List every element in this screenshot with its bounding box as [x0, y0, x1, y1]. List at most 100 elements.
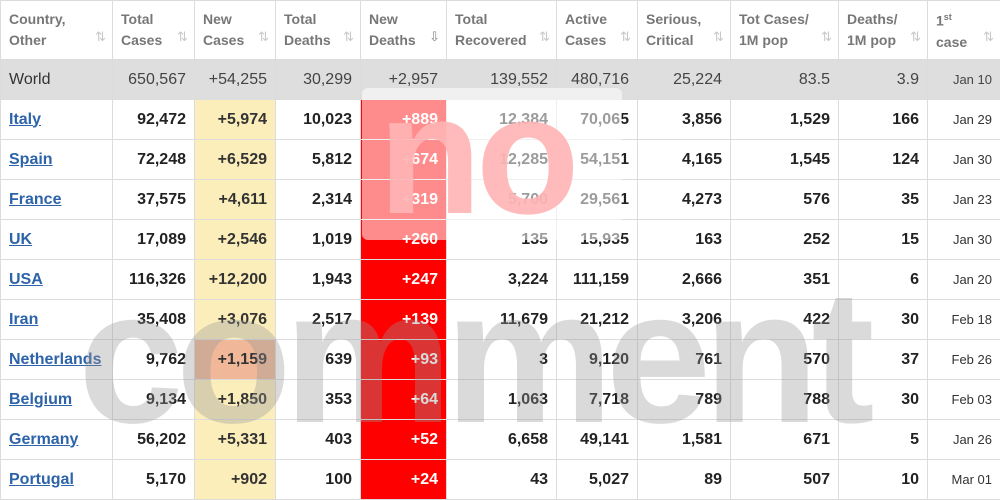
- country-link[interactable]: Portugal: [9, 470, 74, 488]
- cell-total-cases: 37,575: [112, 179, 195, 220]
- cell-country: Italy: [0, 99, 113, 140]
- country-link[interactable]: Netherlands: [9, 350, 102, 368]
- cell-tot-cases-1m: 422: [730, 299, 839, 340]
- column-header[interactable]: Country, Other ⇅: [0, 0, 113, 60]
- cell-deaths-1m: 124: [838, 139, 928, 180]
- sort-icon[interactable]: ⇅: [95, 29, 106, 44]
- cell-total-cases: 17,089: [112, 219, 195, 260]
- cell-deaths-1m: 15: [838, 219, 928, 260]
- cell-active-cases: 111,159: [556, 259, 638, 300]
- column-header-label: 1: [936, 12, 944, 29]
- cell-total-deaths: 1,943: [275, 259, 361, 300]
- column-header[interactable]: Total Deaths ⇅: [275, 0, 361, 60]
- table-row: France 37,575 +4,611 2,314 +319 5,700 29,561 4,…: [0, 179, 1000, 220]
- cell-first-case: Feb 03: [927, 379, 1000, 420]
- cell-total-recovered: 12,285: [446, 139, 557, 180]
- cell-tot-cases-1m: 671: [730, 419, 839, 460]
- cell-country: Spain: [0, 139, 113, 180]
- cell-total-cases: 92,472: [112, 99, 195, 140]
- country-link[interactable]: UK: [9, 230, 33, 248]
- sort-icon[interactable]: ⇅: [910, 29, 921, 44]
- table-row: UK 17,089 +2,546 1,019 +260 135 15,935 163 252 15…: [0, 219, 1000, 260]
- cell-new-deaths: +139: [360, 299, 447, 340]
- sort-icon[interactable]: ⇩: [429, 29, 440, 44]
- table-row: Netherlands 9,762 +1,159 639 +93 3 9,120 761 570…: [0, 339, 1000, 380]
- cell-new-deaths: +93: [360, 339, 447, 380]
- cell-deaths-1m: 6: [838, 259, 928, 300]
- cell-country: Belgium: [0, 379, 113, 420]
- cell-new-deaths: +52: [360, 419, 447, 460]
- cell-tot-cases-1m: 507: [730, 459, 839, 500]
- country-link[interactable]: Belgium: [9, 390, 73, 408]
- cell-serious: 789: [637, 379, 731, 420]
- cell-first-case: Jan 29: [927, 99, 1000, 140]
- column-header[interactable]: Total Cases ⇅: [112, 0, 195, 60]
- table-row: Spain 72,248 +6,529 5,812 +674 12,285 54,151 4,…: [0, 139, 1000, 180]
- cell-total-deaths: 403: [275, 419, 361, 460]
- cell-total-recovered: 5,700: [446, 179, 557, 220]
- sort-icon[interactable]: ⇅: [343, 29, 354, 44]
- country-link[interactable]: Germany: [9, 430, 79, 448]
- table-row: Iran 35,408 +3,076 2,517 +139 11,679 21,212 3,2…: [0, 299, 1000, 340]
- sort-icon[interactable]: ⇅: [821, 29, 832, 44]
- cell-first-case: Jan 23: [927, 179, 1000, 220]
- cell-first-case: Jan 30: [927, 139, 1000, 180]
- country-link[interactable]: Spain: [9, 150, 53, 168]
- cell-tot-cases-1m: 1,545: [730, 139, 839, 180]
- cell-new-deaths: +2,957: [360, 59, 447, 100]
- cell-total-recovered: 12,384: [446, 99, 557, 140]
- cell-tot-cases-1m: 351: [730, 259, 839, 300]
- cell-first-case: Jan 20: [927, 259, 1000, 300]
- cell-deaths-1m: 30: [838, 379, 928, 420]
- column-header[interactable]: Total Recovered ⇅: [446, 0, 557, 60]
- cell-total-cases: 650,567: [112, 59, 195, 100]
- column-header-label: Active: [565, 11, 608, 27]
- cell-serious: 761: [637, 339, 731, 380]
- cell-active-cases: 9,120: [556, 339, 638, 380]
- cell-serious: 25,224: [637, 59, 731, 100]
- cell-new-deaths: +64: [360, 379, 447, 420]
- country-link[interactable]: France: [9, 190, 62, 208]
- cell-serious: 3,206: [637, 299, 731, 340]
- sort-icon[interactable]: ⇅: [713, 29, 724, 44]
- table-row: Belgium 9,134 +1,850 353 +64 1,063 7,718 789 788…: [0, 379, 1000, 420]
- cell-new-cases: +4,611: [194, 179, 276, 220]
- sort-icon[interactable]: ⇅: [539, 29, 550, 44]
- sort-icon[interactable]: ⇅: [620, 29, 631, 44]
- cell-deaths-1m: 37: [838, 339, 928, 380]
- column-header-label: Cases: [565, 32, 607, 48]
- column-header[interactable]: Deaths/1M pop ⇅: [838, 0, 928, 60]
- sort-icon[interactable]: ⇅: [177, 29, 188, 44]
- cell-total-recovered: 135: [446, 219, 557, 260]
- cell-tot-cases-1m: 252: [730, 219, 839, 260]
- cell-total-deaths: 1,019: [275, 219, 361, 260]
- cell-new-deaths: +674: [360, 139, 447, 180]
- cell-serious: 4,273: [637, 179, 731, 220]
- cell-new-deaths: +247: [360, 259, 447, 300]
- cell-country: UK: [0, 219, 113, 260]
- country-link[interactable]: USA: [9, 270, 43, 288]
- cell-total-deaths: 100: [275, 459, 361, 500]
- column-header-sup: st: [943, 12, 952, 23]
- column-header[interactable]: 1st case ⇅: [927, 0, 1000, 60]
- column-header[interactable]: Tot Cases/1M pop ⇅: [730, 0, 839, 60]
- country-link[interactable]: Italy: [9, 110, 42, 128]
- table-row: Portugal 5,170 +902 100 +24 43 5,027 89 507 10 Mar…: [0, 459, 1000, 500]
- sort-icon[interactable]: ⇅: [258, 29, 269, 44]
- table-row: Germany 56,202 +5,331 403 +52 6,658 49,141 1,58…: [0, 419, 1000, 460]
- country-link[interactable]: Iran: [9, 310, 39, 328]
- cell-country: France: [0, 179, 113, 220]
- cell-country: Germany: [0, 419, 113, 460]
- column-header[interactable]: New Deaths ⇩: [360, 0, 447, 60]
- column-header[interactable]: Active Cases ⇅: [556, 0, 638, 60]
- cell-new-cases: +3,076: [194, 299, 276, 340]
- cell-active-cases: 7,718: [556, 379, 638, 420]
- column-header[interactable]: Serious, Critical ⇅: [637, 0, 731, 60]
- cell-first-case: Feb 26: [927, 339, 1000, 380]
- cell-total-deaths: 30,299: [275, 59, 361, 100]
- column-header[interactable]: New Cases ⇅: [194, 0, 276, 60]
- sort-icon[interactable]: ⇅: [983, 29, 994, 44]
- cell-tot-cases-1m: 788: [730, 379, 839, 420]
- cell-serious: 4,165: [637, 139, 731, 180]
- cell-new-cases: +5,974: [194, 99, 276, 140]
